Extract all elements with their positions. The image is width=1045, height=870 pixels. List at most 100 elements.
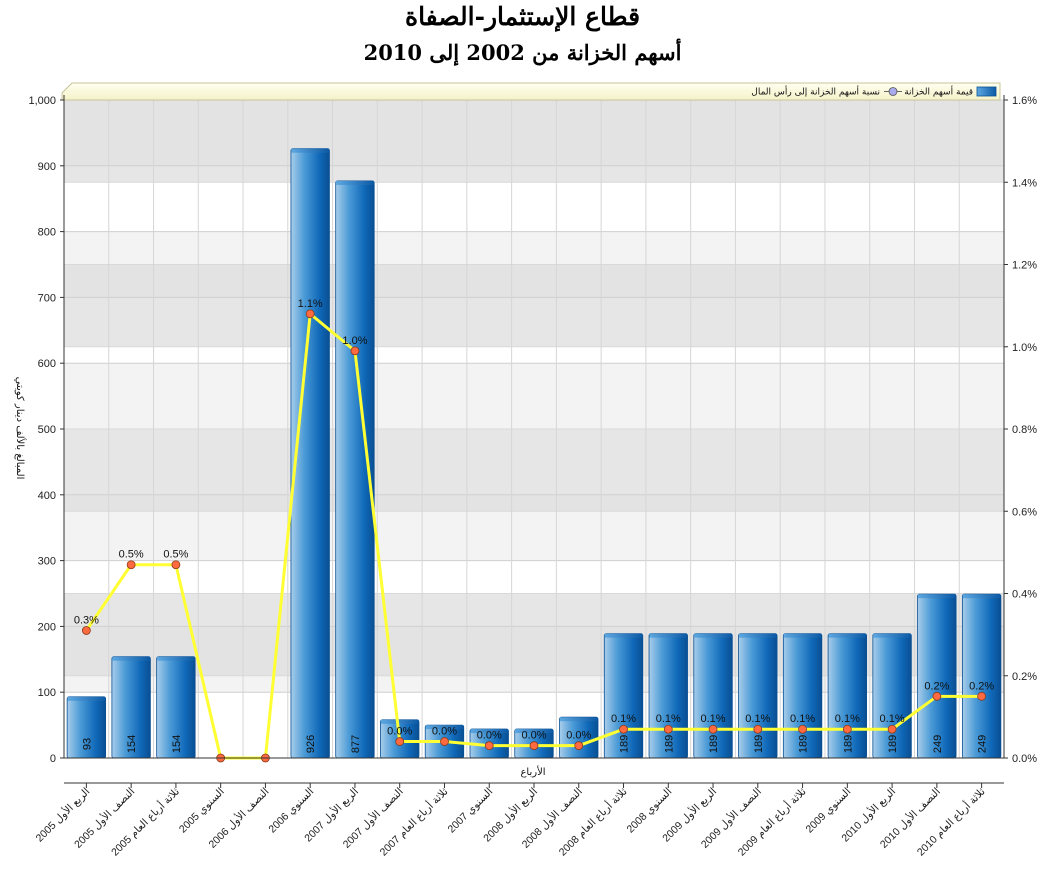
bar-cap bbox=[604, 633, 643, 638]
line-value-label: 0.2% bbox=[924, 680, 949, 692]
y2-tick-label: 0.2% bbox=[1012, 671, 1037, 683]
line-point bbox=[619, 724, 628, 734]
band bbox=[64, 100, 1004, 166]
y-tick-label: 100 bbox=[38, 687, 56, 699]
line-point bbox=[932, 691, 942, 701]
y-tick-label: 300 bbox=[38, 556, 56, 568]
bar-value-label: 189 bbox=[708, 735, 720, 753]
y-tick-label: 200 bbox=[38, 621, 56, 633]
y-tick-label: 600 bbox=[38, 358, 56, 370]
legend-bar-swatch bbox=[976, 86, 997, 97]
line-value-label: 0.5% bbox=[163, 549, 188, 561]
line-value-label: 0.1% bbox=[611, 713, 636, 725]
bar-cap bbox=[918, 594, 956, 599]
bar-value-label: 926 bbox=[305, 735, 317, 753]
y2-tick-label: 0.0% bbox=[1012, 753, 1037, 765]
bar-cap bbox=[828, 633, 867, 638]
bar-value-label: 93 bbox=[81, 738, 93, 750]
bar-cap bbox=[739, 633, 777, 638]
y2-tick-label: 1.6% bbox=[1012, 95, 1037, 107]
bar-cap bbox=[380, 719, 419, 724]
bar-cap bbox=[470, 729, 508, 734]
line-point bbox=[753, 724, 763, 734]
y-tick-label: 800 bbox=[38, 227, 56, 239]
legend-item-bar: قيمة أسهم الخزانة bbox=[904, 86, 973, 98]
band bbox=[64, 346, 1004, 429]
y-tick-label: 900 bbox=[38, 161, 56, 173]
line-value-label: 0.0% bbox=[521, 730, 546, 742]
chart-subtitle: أسهم الخزانة من 2002 إلى 2010 bbox=[363, 40, 682, 65]
y-tick-label: 700 bbox=[38, 292, 56, 304]
chart-title: قطاع الإستثمار-الصفاة bbox=[404, 2, 641, 31]
bar-cap bbox=[873, 633, 911, 638]
band bbox=[64, 429, 1004, 512]
line-point bbox=[708, 724, 718, 734]
bar-value-label: 189 bbox=[887, 735, 899, 753]
line-point bbox=[305, 309, 315, 319]
y-tick-label: 400 bbox=[38, 490, 56, 502]
bar-cap bbox=[962, 594, 1001, 599]
band bbox=[64, 494, 1004, 561]
y2-axis-ticks: 0.0% 0.2% 0.4% 0.6% 0.8% 1.0% 1.2% 1.4% 1.6% bbox=[1004, 95, 1037, 765]
bar-value-label: 154 bbox=[126, 735, 138, 753]
band bbox=[64, 182, 1004, 265]
line-point bbox=[798, 724, 807, 734]
x-axis-label: الأرباع bbox=[520, 765, 545, 778]
bar-value-label: 189 bbox=[663, 735, 675, 753]
bar-cap bbox=[425, 725, 464, 730]
y2-tick-label: 1.4% bbox=[1012, 177, 1037, 189]
y-tick-label: 1,000 bbox=[28, 95, 56, 107]
line-value-label: 0.2% bbox=[969, 680, 994, 692]
line-point bbox=[350, 346, 360, 356]
bar-value-label: 189 bbox=[798, 735, 810, 753]
line-point bbox=[440, 737, 449, 746]
y-axis-label: المبالغ بالألف دينار كويتي bbox=[14, 377, 27, 480]
line-point bbox=[574, 741, 584, 751]
line-value-label: 0.1% bbox=[880, 713, 905, 725]
bar-value-label: 189 bbox=[619, 735, 631, 753]
line-point bbox=[484, 741, 494, 751]
line-value-label: 0.0% bbox=[566, 730, 591, 742]
line-value-label: 0.1% bbox=[835, 713, 860, 725]
line-point bbox=[529, 741, 539, 751]
bar-value-label: 189 bbox=[842, 735, 854, 753]
line-value-label: 1.1% bbox=[298, 298, 323, 310]
bar-cap bbox=[783, 633, 822, 638]
bar-cap bbox=[112, 656, 150, 661]
line-value-label: 0.3% bbox=[74, 615, 99, 627]
y-tick-label: 0 bbox=[50, 753, 56, 765]
line-value-label: 0.1% bbox=[790, 713, 815, 725]
band bbox=[64, 264, 1004, 347]
line-value-label: 0.1% bbox=[745, 713, 770, 725]
bar-value-label: 189 bbox=[753, 735, 765, 753]
legend-marker-swatch bbox=[888, 87, 898, 96]
line-point bbox=[663, 724, 673, 734]
bar-cap bbox=[560, 717, 598, 722]
bar-series bbox=[66, 148, 1002, 759]
bar-cap bbox=[515, 729, 553, 734]
legend-item-line: نسبة أسهم الخزانة إلى رأس المال bbox=[751, 86, 880, 98]
bar bbox=[961, 593, 1002, 759]
line-value-label: 1.0% bbox=[342, 335, 367, 347]
line-point bbox=[887, 724, 897, 734]
legend: قيمة أسهم الخزانة نسبة أسهم الخزانة إلى … bbox=[61, 82, 1001, 101]
line-point bbox=[977, 691, 987, 701]
line-point bbox=[171, 560, 181, 570]
line-value-label: 0.0% bbox=[387, 726, 412, 738]
band bbox=[64, 511, 1004, 594]
band bbox=[64, 363, 1004, 429]
bar-cap bbox=[649, 633, 688, 638]
y2-tick-label: 0.6% bbox=[1012, 506, 1037, 518]
y2-tick-label: 0.4% bbox=[1012, 589, 1037, 601]
band bbox=[64, 100, 1004, 183]
bar-value-label: 877 bbox=[350, 735, 362, 753]
line-point bbox=[126, 560, 136, 570]
line-value-label: 0.5% bbox=[119, 549, 144, 561]
y2-tick-label: 0.8% bbox=[1012, 424, 1037, 436]
y2-tick-label: 1.2% bbox=[1012, 260, 1037, 272]
y-axis-ticks: 0 100 200 300 400 500 600 700 800 900 1,000 bbox=[28, 95, 64, 765]
bar-cap bbox=[336, 180, 374, 185]
bar-value-label: 249 bbox=[977, 735, 989, 753]
